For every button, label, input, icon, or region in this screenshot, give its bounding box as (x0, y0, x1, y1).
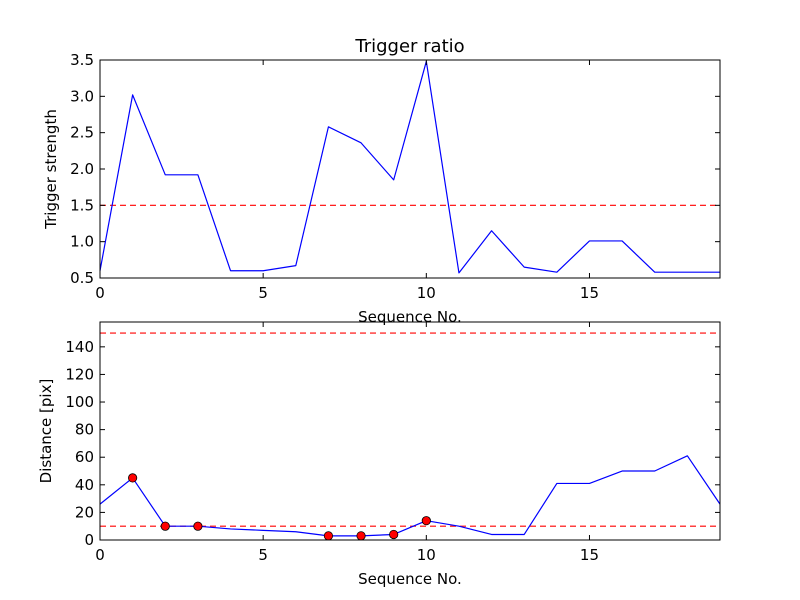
y-tick-label: 2.5 (70, 124, 94, 142)
y-tick-label: 140 (65, 338, 94, 356)
data-point (389, 529, 399, 540)
x-tick-label: 5 (258, 546, 268, 564)
data-point (193, 521, 203, 531)
distance-panel: 0 5 10 15 0 20 40 60 80 100 120 140 Sequence No. Dist… (37, 321, 721, 588)
y-tick-label: 3.5 (70, 51, 94, 69)
y-tick-label: 0 (84, 531, 94, 549)
x-tick-label: 10 (417, 546, 436, 564)
plot-frame (99, 321, 721, 541)
y-tick-label: 1.0 (70, 233, 94, 251)
y-tick-label: 3.0 (70, 87, 94, 105)
chart-title: Trigger ratio (354, 36, 464, 57)
x-tick-label: 5 (258, 284, 268, 302)
data-point (128, 473, 138, 483)
y-axis-label: Trigger strength (42, 109, 60, 230)
x-axis-label: Sequence No. (358, 308, 462, 326)
x-tick-label: 0 (95, 284, 105, 302)
x-tick-label: 15 (580, 284, 599, 302)
y-tick-label: 100 (65, 393, 94, 411)
series-line-0 (99, 455, 721, 537)
data-point (160, 521, 170, 531)
y-tick-label: 2.0 (70, 160, 94, 178)
y-tick-label: 0.5 (70, 269, 94, 287)
x-axis-label: Sequence No. (358, 570, 462, 588)
y-tick-label: 120 (65, 365, 94, 383)
y-tick-label: 60 (75, 448, 94, 466)
y-tick-label: 80 (75, 421, 94, 439)
y-tick-label: 40 (75, 476, 94, 494)
x-tick-label: 0 (95, 546, 105, 564)
y-tick-label: 20 (75, 503, 94, 521)
trigger-ratio-panel: 0 5 10 15 0.5 1.0 1.5 2.0 2.5 3.0 3.5 Sequence No. T… (42, 36, 721, 326)
y-axis-label: Distance [pix] (37, 379, 55, 484)
x-tick-label: 10 (417, 284, 436, 302)
data-point (323, 531, 334, 541)
data-point (421, 516, 431, 526)
x-tick-label: 15 (580, 546, 599, 564)
data-point (356, 531, 366, 541)
y-tick-label: 1.5 (70, 196, 94, 214)
series-line-0 (99, 60, 720, 274)
